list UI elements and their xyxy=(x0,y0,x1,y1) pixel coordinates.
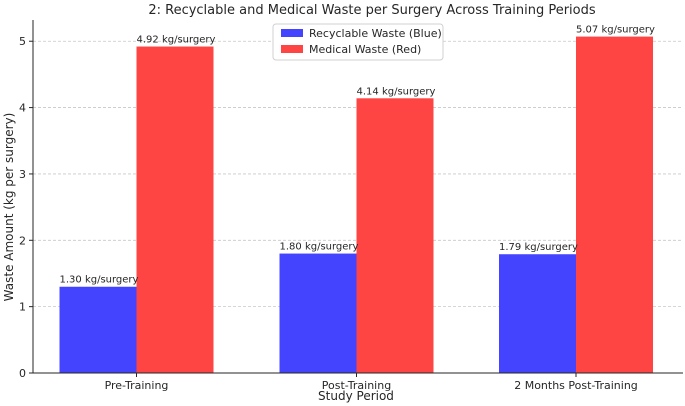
y-tick-label: 2 xyxy=(19,234,26,247)
data-label: 4.92 kg/surgery xyxy=(137,35,216,46)
x-tick-label: Pre-Training xyxy=(105,379,169,392)
x-tick-label: Post-Training xyxy=(322,379,391,392)
bar-recyclable-0 xyxy=(59,286,137,373)
legend-frame xyxy=(272,23,444,61)
y-tick-label: 5 xyxy=(19,35,26,48)
legend-label-recyclable: Recyclable Waste (Blue) xyxy=(309,27,442,40)
y-tick-label: 3 xyxy=(19,168,26,181)
bar-recyclable-1 xyxy=(279,253,357,373)
bar-recyclable-2 xyxy=(499,254,576,373)
y-axis-label: Waste Amount (kg per surgery) xyxy=(2,113,16,302)
data-label: 4.14 kg/surgery xyxy=(357,86,436,97)
axes-group xyxy=(32,20,683,374)
bars-group xyxy=(59,36,653,374)
y-tick-label: 0 xyxy=(19,367,26,380)
bar-medical-0 xyxy=(136,46,214,374)
legend-swatch-medical xyxy=(281,45,303,53)
y-tick-label: 1 xyxy=(19,301,26,314)
chart-title: 2: Recyclable and Medical Waste per Surg… xyxy=(148,3,596,18)
bar-medical-2 xyxy=(576,36,653,373)
data-label: 1.80 kg/surgery xyxy=(280,242,359,253)
data-labels-group: 1.30 kg/surgery 1.80 kg/surgery 1.79 kg/su… xyxy=(60,25,656,286)
x-tick-labels: Pre-Training Post-Training 2 Months Post-T… xyxy=(105,373,638,392)
legend-swatch-recyclable xyxy=(281,29,303,37)
y-tick-labels: 0 1 2 3 4 5 xyxy=(19,35,33,380)
data-label: 1.79 kg/surgery xyxy=(499,242,578,253)
data-label: 1.30 kg/surgery xyxy=(60,275,139,286)
bar-medical-1 xyxy=(356,98,434,373)
y-tick-label: 4 xyxy=(19,102,26,115)
legend-label-medical: Medical Waste (Red) xyxy=(309,43,421,56)
x-axis-label: Study Period xyxy=(318,389,394,403)
data-label: 5.07 kg/surgery xyxy=(576,25,655,36)
legend: Recyclable Waste (Blue) Medical Waste (R… xyxy=(272,23,444,61)
x-tick-label: 2 Months Post-Training xyxy=(514,379,638,392)
